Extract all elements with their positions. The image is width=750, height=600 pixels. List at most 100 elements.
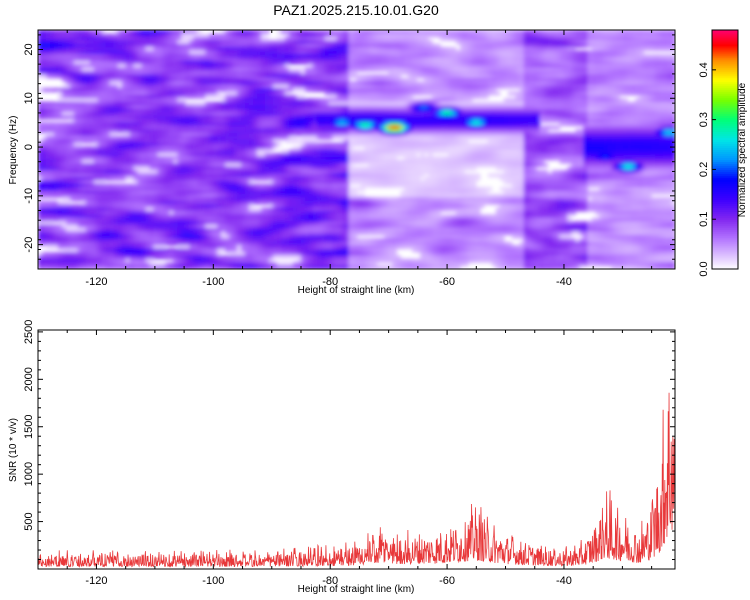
spectrogram-cell — [376, 43, 381, 48]
spectrogram-cell — [432, 91, 437, 96]
spectrogram-cell — [635, 125, 640, 130]
spectrogram-cell — [348, 40, 354, 45]
spectrogram-cell — [320, 118, 326, 123]
spectrogram-cell — [515, 108, 521, 113]
spectrogram-cell — [308, 132, 314, 137]
spectrogram-cell — [117, 60, 123, 65]
spectrogram-cell — [364, 122, 370, 127]
spectrogram-cell — [348, 122, 354, 127]
spectrogram-cell — [368, 47, 374, 52]
spectrogram-cell — [81, 40, 87, 45]
spectrogram-cell — [452, 53, 457, 58]
spectrogram-cell — [332, 74, 338, 79]
spectrogram-cell — [213, 135, 218, 140]
spectrogram-cell — [213, 132, 218, 137]
spectrogram-cell — [177, 125, 182, 130]
spectrogram-cell — [57, 57, 63, 62]
spectrogram-cell — [264, 129, 270, 134]
spectrogram-cell — [193, 81, 198, 86]
spectrogram-cell — [356, 118, 362, 123]
spectrogram-cell — [241, 43, 246, 48]
spectrogram-cell — [53, 70, 59, 75]
spectrogram-cell — [137, 40, 143, 45]
spectrogram-cell — [372, 88, 378, 93]
spectrogram-cell — [456, 135, 461, 140]
spectrogram-cell — [149, 98, 155, 103]
spectrogram-cell — [113, 132, 119, 137]
spectrogram-cell — [233, 57, 238, 62]
spectrogram-cell — [603, 88, 608, 93]
spectrogram-cell — [121, 84, 127, 89]
spectrogram-cell — [38, 139, 43, 144]
spectrogram-cell — [153, 132, 159, 137]
spectrogram-cell — [217, 135, 222, 140]
spectrogram-cell — [332, 33, 338, 38]
spectrogram-cell — [396, 125, 401, 130]
spectrogram-cell — [284, 122, 290, 127]
spectrogram-cell — [89, 115, 95, 120]
spectrogram-cell — [173, 77, 178, 82]
spectrogram-cell — [121, 88, 127, 93]
spectrogram-cell — [169, 115, 174, 120]
spectrogram-cell — [245, 67, 250, 72]
spectrogram-cell — [157, 111, 163, 116]
spectrogram-cell — [141, 64, 147, 69]
spectrogram-cell — [432, 43, 437, 48]
spectrogram-cell — [201, 67, 206, 72]
spectrogram-cell — [408, 105, 413, 110]
spectrogram-cell — [213, 60, 218, 65]
spectrogram-cell — [217, 40, 222, 45]
spectrogram-cell — [165, 84, 170, 89]
spectrogram-cell — [579, 30, 585, 35]
spectrogram-cell — [153, 67, 159, 72]
spectrogram-cell — [45, 105, 51, 110]
spectrogram-cell — [456, 33, 461, 38]
spectrogram-cell — [209, 84, 214, 89]
spectrogram-cell — [237, 74, 242, 79]
spectrogram-cell — [45, 47, 51, 52]
spectrogram-cell — [396, 60, 401, 65]
spectrogram-cell — [452, 30, 457, 35]
spectrogram-cell — [348, 60, 354, 65]
spectrogram-cell — [436, 81, 441, 86]
spectrogram-cell — [615, 105, 620, 110]
spectrogram-cell — [635, 74, 640, 79]
spectrogram-cell — [193, 115, 198, 120]
spectrogram-cell — [595, 84, 600, 89]
spectrogram-cell — [583, 91, 589, 96]
spectrogram-cell — [129, 70, 135, 75]
spectrogram-cell — [45, 108, 51, 113]
spectrogram-cell — [249, 36, 254, 41]
spectrogram-cell — [463, 84, 469, 89]
spectrogram-cell — [237, 64, 242, 69]
spectrogram-cell — [456, 91, 461, 96]
spectrogram-cell — [372, 50, 378, 55]
spectrogram-cell — [479, 33, 485, 38]
spectrogram-cell — [312, 118, 318, 123]
spectrogram-cell — [233, 132, 238, 137]
spectrogram-cell — [241, 129, 246, 134]
spectrogram-cell — [611, 43, 616, 48]
spectrogram-cell — [38, 74, 43, 79]
spectrogram-cell — [288, 129, 294, 134]
spectrogram-cell — [519, 129, 525, 134]
spectrogram-cell — [499, 33, 505, 38]
spectrogram-cell — [125, 70, 131, 75]
spectrogram-cell — [635, 98, 640, 103]
spectrogram-cell — [515, 118, 521, 123]
spectrogram-cell — [201, 94, 206, 99]
spectrogram-cell — [252, 67, 258, 72]
spectrogram-cell — [221, 74, 226, 79]
spectrogram-cell — [169, 135, 174, 140]
spectrogram-cell — [659, 74, 664, 79]
spectrogram-cell — [479, 53, 485, 58]
spectrogram-cell — [655, 64, 660, 69]
spectrogram-cell — [471, 94, 477, 99]
spectrogram-cell — [304, 40, 310, 45]
spectrogram-cell — [57, 132, 63, 137]
spectrogram-cell — [173, 111, 178, 116]
spectrogram-cell — [372, 115, 378, 120]
spectrogram-cell — [599, 67, 604, 72]
spectrogram-cell — [388, 91, 393, 96]
spectrogram-cell — [328, 84, 334, 89]
